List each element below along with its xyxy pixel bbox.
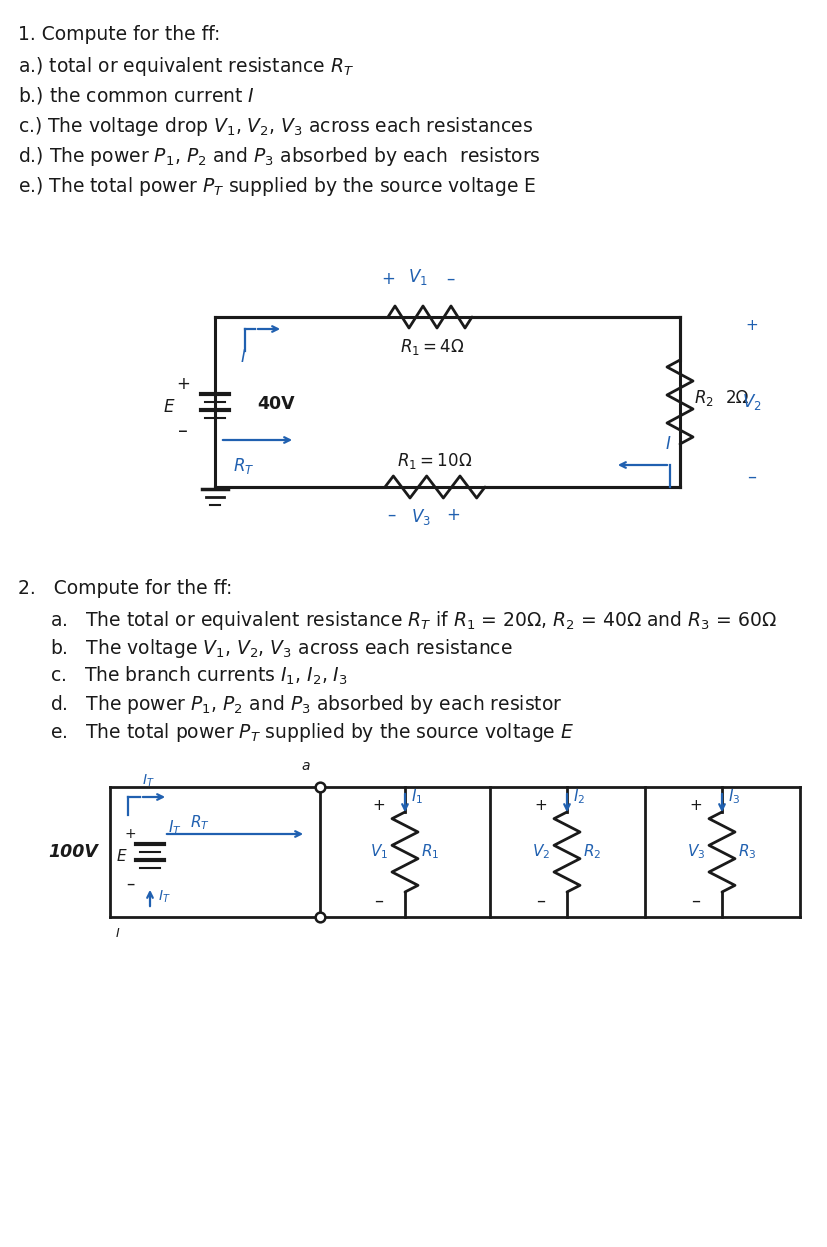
Text: $R_T$: $R_T$ (232, 456, 254, 476)
Text: $R_1=4\Omega$: $R_1=4\Omega$ (399, 337, 464, 357)
Text: a.) total or equivalent resistance $R_T$: a.) total or equivalent resistance $R_T$ (18, 55, 354, 79)
Text: –: – (445, 271, 454, 288)
Text: $I_T$: $I_T$ (158, 889, 170, 905)
Text: $E$: $E$ (163, 398, 175, 416)
Text: $I_3$: $I_3$ (727, 788, 739, 807)
Text: $R_T$: $R_T$ (190, 813, 209, 832)
Text: $V_2$: $V_2$ (741, 392, 761, 412)
Text: $I$: $I$ (115, 927, 121, 940)
Text: –: – (536, 892, 545, 910)
Text: $V_2$: $V_2$ (531, 843, 549, 862)
Text: 100V: 100V (48, 843, 98, 860)
Text: +: + (689, 798, 701, 813)
Text: a.   The total or equivalent resistance $R_T$ if $R_1$ = 20Ω, $R_2$ = 40Ω and $R: a. The total or equivalent resistance $R… (50, 609, 776, 632)
Text: $I_2$: $I_2$ (572, 788, 585, 807)
Text: –: – (178, 423, 188, 441)
Text: $I$: $I$ (240, 348, 246, 367)
Text: $I$: $I$ (664, 435, 671, 453)
Text: b.   The voltage $V_1$, $V_2$, $V_3$ across each resistance: b. The voltage $V_1$, $V_2$, $V_3$ acros… (50, 637, 512, 660)
Text: –: – (126, 875, 134, 893)
Text: $V_3$: $V_3$ (410, 508, 430, 527)
Text: 2.   Compute for the ff:: 2. Compute for the ff: (18, 579, 232, 599)
Text: e.) The total power $P_T$ supplied by the source voltage E: e.) The total power $P_T$ supplied by th… (18, 175, 536, 198)
Text: c.) The voltage drop $V_1$, $V_2$, $V_3$ across each resistances: c.) The voltage drop $V_1$, $V_2$, $V_3$… (18, 115, 533, 138)
Text: +: + (534, 798, 547, 813)
Text: $R_1=10\Omega$: $R_1=10\Omega$ (397, 451, 472, 471)
Text: $V_3$: $V_3$ (686, 843, 705, 862)
Text: $V_1$: $V_1$ (408, 267, 428, 287)
Text: –: – (691, 892, 700, 910)
Text: b.) the common current $I$: b.) the common current $I$ (18, 85, 255, 106)
Text: d.   The power $P_1$, $P_2$ and $P_3$ absorbed by each resistor: d. The power $P_1$, $P_2$ and $P_3$ abso… (50, 693, 562, 716)
Text: –: – (386, 506, 394, 524)
Text: $R_1$: $R_1$ (420, 843, 439, 862)
Text: 40V: 40V (256, 395, 294, 413)
Text: d.) The power $P_1$, $P_2$ and $P_3$ absorbed by each  resistors: d.) The power $P_1$, $P_2$ and $P_3$ abs… (18, 145, 540, 168)
Text: $E$: $E$ (116, 848, 127, 864)
Text: 1. Compute for the ff:: 1. Compute for the ff: (18, 25, 220, 44)
Text: $I_1$: $I_1$ (410, 788, 423, 807)
Text: +: + (124, 827, 136, 840)
Text: –: – (374, 892, 383, 910)
Text: +: + (380, 271, 394, 288)
Text: +: + (446, 506, 459, 524)
Text: $I_T$: $I_T$ (141, 773, 155, 789)
Text: +: + (176, 375, 189, 393)
Text: 2Ω: 2Ω (725, 389, 748, 407)
Text: $V_1$: $V_1$ (370, 843, 388, 862)
Text: $R_2$: $R_2$ (582, 843, 600, 862)
Text: +: + (745, 318, 758, 333)
Text: e.   The total power $P_T$ supplied by the source voltage $E$: e. The total power $P_T$ supplied by the… (50, 721, 573, 744)
Text: $R_3$: $R_3$ (737, 843, 756, 862)
Text: +: + (372, 798, 385, 813)
Text: –: – (747, 468, 756, 486)
Text: c.   The branch currents $I_1$, $I_2$, $I_3$: c. The branch currents $I_1$, $I_2$, $I_… (50, 665, 347, 687)
Text: $I_T$: $I_T$ (168, 818, 181, 837)
Text: $R_2$: $R_2$ (693, 388, 713, 408)
Text: a: a (301, 759, 310, 773)
